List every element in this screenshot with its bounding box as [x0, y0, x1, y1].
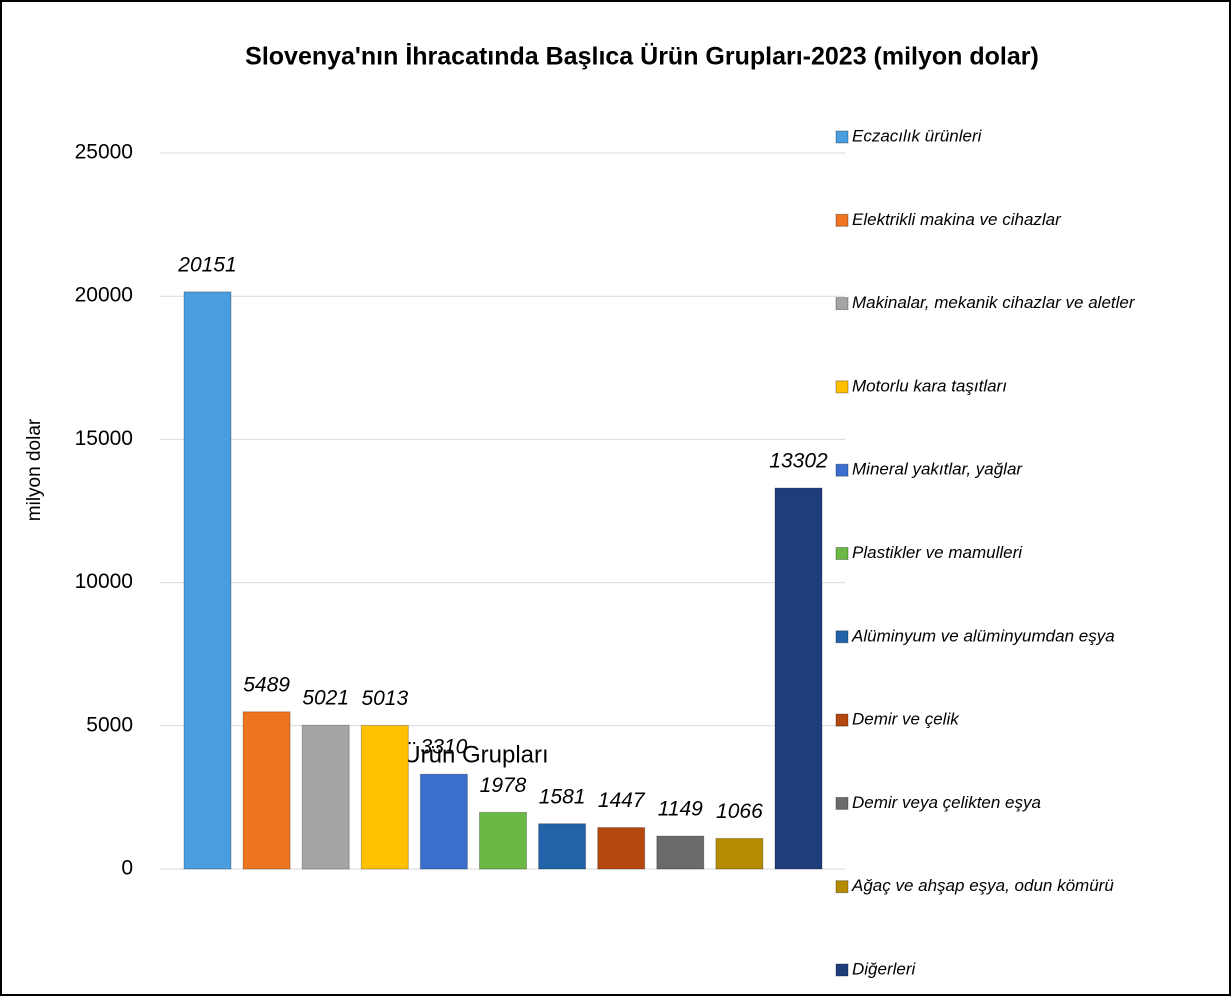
bar: [715, 837, 764, 870]
bar: [656, 835, 705, 870]
bar: [597, 827, 646, 870]
legend-swatch: [835, 297, 849, 311]
legend-swatch: [835, 463, 849, 477]
legend-label: Elektrikli makina ve cihazlar: [852, 210, 1062, 229]
bar: [419, 773, 468, 870]
legend-label: Plastikler ve mamulleri: [852, 543, 1023, 562]
legend-label: Demir veya çelikten eşya: [852, 793, 1041, 812]
y-tick-label: 25000: [75, 141, 133, 164]
legend-label: Ağaç ve ahşap eşya, odun kömürü: [851, 876, 1114, 895]
data-label: 1149: [658, 798, 703, 821]
bar: [242, 711, 291, 870]
chart-title: Slovenya'nın İhracatında Başlıca Ürün Gr…: [245, 42, 1039, 71]
y-tick-label: 15000: [75, 427, 133, 450]
legend-label: Makinalar, mekanik cihazlar ve aletler: [852, 293, 1136, 312]
y-tick-label: 20000: [75, 284, 133, 307]
bar: [360, 724, 409, 870]
legend-label: Alüminyum ve alüminyumdan eşya: [851, 626, 1115, 645]
data-label: 5489: [243, 673, 290, 696]
legend-label: Eczacılık ürünleri: [852, 126, 983, 145]
y-axis-label: milyon dolar: [24, 418, 45, 521]
legend-swatch: [835, 796, 849, 810]
data-label: 1978: [480, 774, 527, 797]
legend-swatch: [835, 963, 849, 977]
bar: [183, 291, 232, 870]
data-label: 5013: [361, 687, 408, 710]
legend-swatch: [835, 630, 849, 644]
legend-label: Mineral yakıtlar, yağlar: [852, 460, 1023, 479]
bar: [774, 487, 823, 870]
y-tick-label: 5000: [86, 713, 133, 736]
legend-swatch: [835, 713, 849, 727]
data-label: 1447: [598, 789, 646, 812]
bar: [479, 811, 527, 870]
legend-swatch: [835, 130, 849, 144]
bar: [301, 724, 350, 870]
legend-label: Motorlu kara taşıtları: [852, 376, 1007, 395]
data-label: 1581: [539, 785, 586, 808]
x-axis-label: Ürün Grupları: [403, 741, 548, 768]
data-label: 3310: [421, 736, 468, 759]
legend-swatch: [835, 213, 849, 227]
legend-swatch: [835, 547, 849, 560]
data-label: 20151: [177, 253, 236, 276]
data-label: 5021: [302, 687, 349, 710]
y-tick-label: 10000: [75, 570, 133, 593]
legend-label: Diğerleri: [852, 959, 917, 978]
bar: [538, 823, 587, 870]
data-label: 13302: [769, 450, 828, 473]
legend-label: Demir ve çelik: [852, 710, 960, 729]
legend-swatch: [835, 380, 849, 394]
y-tick-label: 0: [121, 857, 133, 880]
data-label: 1066: [716, 800, 763, 823]
legend-swatch: [835, 880, 849, 894]
